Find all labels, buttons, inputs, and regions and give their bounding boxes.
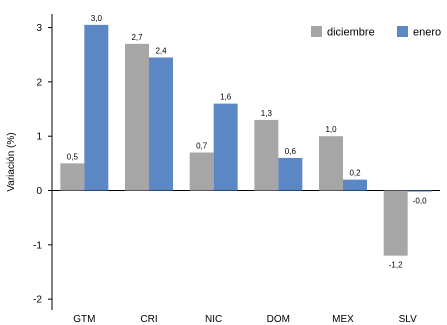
bar-diciembre-NIC [189, 152, 214, 191]
bars [60, 24, 432, 256]
x-tick-label: NIC [205, 314, 222, 325]
y-tick-label: 0 [36, 186, 42, 197]
data-labels: 0,5 3,0 2,7 2,4 0,7 1,6 1,3 0,6 1,0 0,2 -1,2 -0,0 [67, 14, 427, 270]
data-label: -0,0 [413, 197, 427, 206]
legend-swatch-enero [397, 26, 408, 37]
data-label: 0,2 [349, 169, 361, 178]
x-tick-label: DOM [267, 314, 290, 325]
bar-enero-SLV [407, 190, 432, 192]
bar-diciembre-CRI [125, 43, 149, 191]
bar-diciembre-MEX [319, 136, 343, 191]
data-label: 2,4 [155, 46, 167, 55]
x-tick-label: MEX [332, 314, 354, 325]
bar-enero-NIC [213, 103, 238, 191]
legend: diciembre enero [311, 26, 441, 39]
legend-label-diciembre: diciembre [327, 27, 375, 39]
bar-diciembre-GTM [60, 163, 85, 191]
y-tick-label: 3 [36, 23, 42, 34]
bar-enero-MEX [343, 179, 367, 191]
y-tick-label: -1 [33, 240, 42, 251]
x-tick-label: SLV [399, 314, 417, 325]
legend-label-enero: enero [413, 27, 441, 39]
bar-enero-GTM [84, 24, 109, 191]
bar-enero-DOM [278, 157, 303, 191]
x-tick-label: CRI [140, 314, 157, 325]
data-label: 1,6 [220, 93, 232, 102]
data-label: -1,2 [389, 261, 403, 270]
data-label: 1,3 [261, 109, 273, 118]
data-label: 0,7 [196, 141, 208, 150]
y-axis-label: Variación (%) [6, 132, 17, 191]
x-tick-label: GTM [73, 314, 95, 325]
data-label: 2,7 [131, 33, 143, 42]
y-tick-label: 2 [36, 77, 42, 88]
axes: -2 -1 0 1 2 3 GTM CRI NIC DOM MEX SLV [33, 14, 440, 325]
data-label: 1,0 [325, 125, 337, 134]
bar-diciembre-DOM [254, 119, 279, 191]
data-label: 3,0 [91, 14, 103, 23]
data-label: 0,5 [67, 152, 79, 161]
y-axis-label-group: Variación (%) [6, 132, 17, 191]
bar-diciembre-SLV [383, 190, 408, 256]
y-tick-label: 1 [36, 132, 42, 143]
bar-enero-CRI [149, 57, 173, 191]
y-tick-label: -2 [33, 295, 42, 306]
legend-swatch-diciembre [311, 26, 322, 37]
data-label: 0,6 [285, 147, 297, 156]
